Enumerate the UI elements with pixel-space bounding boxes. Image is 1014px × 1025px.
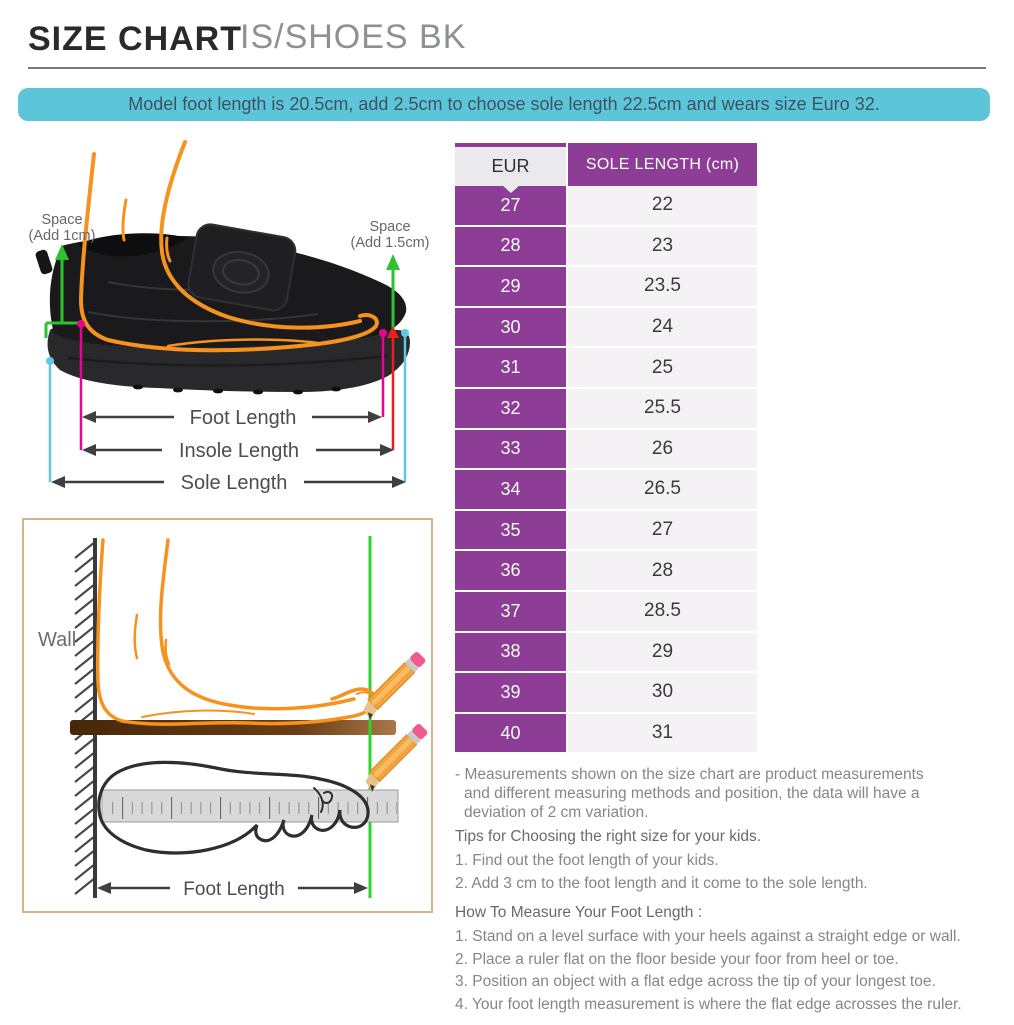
sole-cell: 24 — [568, 307, 757, 347]
left-guide-lines — [46, 320, 85, 482]
right-guide-lines — [379, 326, 409, 482]
eur-cell: 32 — [455, 388, 566, 428]
velcro-strap — [187, 223, 297, 312]
space-left-label-2: (Add 1cm) — [29, 228, 96, 244]
foot-outline — [97, 760, 370, 855]
howto-item: 3. Position an object with a flat edge a… — [455, 973, 936, 990]
howto-heading: How To Measure Your Foot Length : — [455, 904, 703, 921]
table-row: 32 25.5 — [455, 388, 757, 428]
tip-item: 2. Add 3 cm to the foot length and it co… — [455, 874, 868, 892]
note-line: deviation of 2 cm variation. — [464, 804, 649, 821]
eur-cell: 29 — [455, 267, 566, 306]
eur-cell: 28 — [455, 226, 566, 266]
shoe-stitch-line2 — [87, 311, 319, 323]
eur-cell: 33 — [455, 429, 566, 469]
table-row: 31 25 — [455, 348, 757, 387]
pencil-icon — [363, 651, 426, 720]
eur-cell: 31 — [455, 348, 566, 387]
space-left-arrow — [44, 244, 82, 338]
wall-hatch — [74, 541, 96, 895]
howto-section: How To Measure Your Foot Length : 1. Sta… — [455, 904, 1014, 1019]
table-row: 29 23.5 — [455, 267, 757, 306]
sole-cell: 26 — [568, 429, 757, 469]
pencil-icon-2 — [365, 723, 428, 792]
heel-tab — [35, 249, 53, 275]
page-title: SIZE CHART — [28, 20, 242, 58]
table-row: 28 23 — [455, 226, 757, 266]
sole-cell: 23 — [568, 226, 757, 266]
insole-length-label: Insole Length — [179, 440, 299, 462]
title-divider — [28, 67, 986, 69]
note-line: and different measuring methods and posi… — [464, 785, 920, 802]
table-row: 35 27 — [455, 510, 757, 550]
note-line: - Measurements shown on the size chart a… — [455, 766, 924, 783]
sole-cell: 25.5 — [568, 388, 757, 428]
space-right-label-1: Space — [369, 219, 410, 235]
measure-illustration: Wall — [38, 536, 428, 900]
tips-heading: Tips for Choosing the right size for you… — [455, 828, 762, 845]
table-header-sole: SOLE LENGTH (cm) — [568, 143, 757, 186]
foot-side-outline — [95, 538, 376, 726]
tip-item: 1. Find out the foot length of your kids… — [455, 852, 719, 869]
table-row: 27 22 — [455, 186, 757, 225]
eur-cell: 40 — [455, 713, 566, 753]
info-banner-text: Model foot length is 20.5cm, add 2.5cm t… — [128, 94, 880, 114]
shoe-diagram: Space (Add 1cm) Space (Add 1.5cm) — [18, 140, 448, 508]
eur-cell: 30 — [455, 307, 566, 347]
sole-cell: 28 — [568, 551, 757, 590]
ruler-icon — [101, 789, 399, 823]
table-row: 39 30 — [455, 673, 757, 712]
sole-cell: 22 — [568, 186, 757, 225]
sole-groove — [67, 354, 389, 367]
shoe-illustration: Space (Add 1cm) Space (Add 1.5cm) — [29, 140, 430, 495]
measure-diagram: Wall — [22, 518, 433, 913]
eur-cell: 36 — [455, 551, 566, 590]
sole-tread — [133, 384, 341, 395]
wall-label: Wall — [38, 629, 76, 651]
measure-labels: Foot Length Insole Length Sole Length — [162, 403, 316, 495]
sole-cell: 28.5 — [568, 591, 757, 631]
howto-item: 1. Stand on a level surface with your he… — [455, 928, 961, 945]
foot-length-label: Foot Length — [190, 407, 297, 429]
size-table-body: 27 22 28 23 29 23.5 30 24 — [455, 186, 757, 753]
table-row: 33 26 — [455, 429, 757, 469]
eur-cell: 34 — [455, 470, 566, 509]
space-left-label-1: Space — [41, 212, 82, 228]
product-name: IS/SHOES BK — [240, 18, 467, 56]
note-measurements: - Measurements shown on the size chart a… — [455, 765, 1014, 822]
eur-cell: 35 — [455, 510, 566, 550]
sole-cell: 26.5 — [568, 470, 757, 509]
howto-item: 2. Place a ruler flat on the floor besid… — [455, 950, 899, 968]
size-table-header: EUR SOLE LENGTH (cm) — [455, 143, 757, 193]
size-table: EUR SOLE LENGTH (cm) 27 22 28 23 29 23.5 — [455, 143, 757, 754]
howto-item: 4. Your foot length measurement is where… — [455, 995, 962, 1013]
measure-foot-length-label: Foot Length — [183, 879, 284, 900]
sole-length-label: Sole Length — [181, 472, 288, 494]
table-row: 37 28.5 — [455, 591, 757, 631]
table-row: 30 24 — [455, 307, 757, 347]
sole-cell: 30 — [568, 673, 757, 712]
eur-cell: 39 — [455, 673, 566, 712]
sole-cell: 29 — [568, 632, 757, 672]
sole-cell: 25 — [568, 348, 757, 387]
eur-cell: 37 — [455, 591, 566, 631]
space-right-arrow — [386, 254, 400, 330]
eur-cell: 38 — [455, 632, 566, 672]
sole-cell: 23.5 — [568, 267, 757, 306]
measure-foot-length-arrow: Foot Length — [97, 875, 368, 900]
sole-cell: 31 — [568, 713, 757, 753]
table-row: 38 29 — [455, 632, 757, 672]
table-header-eur: EUR — [455, 143, 566, 193]
tips-section: Tips for Choosing the right size for you… — [455, 828, 1014, 898]
table-row: 36 28 — [455, 551, 757, 590]
table-row: 40 31 — [455, 713, 757, 753]
sole-cell: 27 — [568, 510, 757, 550]
info-banner: Model foot length is 20.5cm, add 2.5cm t… — [18, 88, 990, 121]
measure-arrowheads — [51, 411, 406, 488]
foot-contour — [78, 140, 379, 353]
table-row: 34 26.5 — [455, 470, 757, 509]
space-right-label-2: (Add 1.5cm) — [351, 235, 430, 251]
